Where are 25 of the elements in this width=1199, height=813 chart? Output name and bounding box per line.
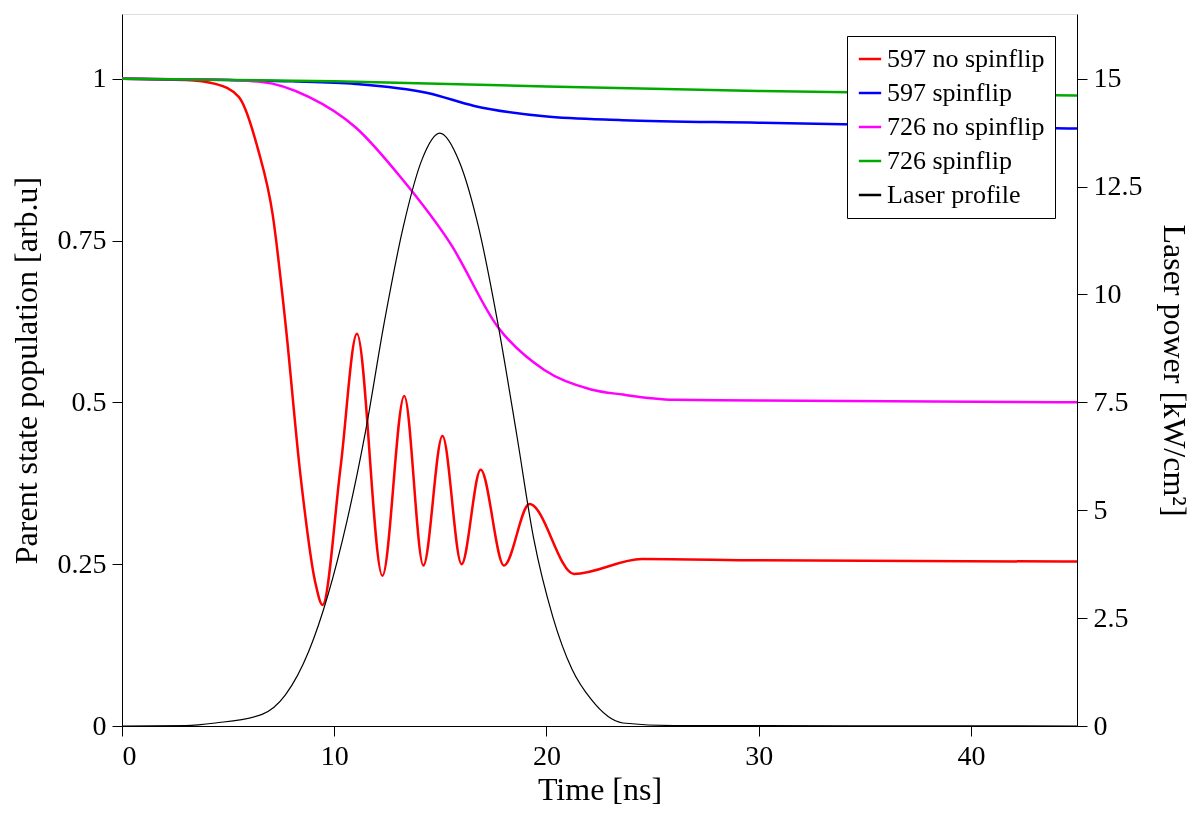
y2-tick-label: 10 bbox=[1093, 277, 1122, 309]
y-tick-label: 0 bbox=[92, 709, 107, 741]
legend-label: 597 no spinflip bbox=[887, 44, 1045, 73]
y-tick-label: 1 bbox=[92, 62, 107, 94]
y-axis-title: Parent state population [arb.u] bbox=[7, 176, 44, 565]
x-tick-label: 10 bbox=[320, 739, 349, 771]
y-tick-label: 0.75 bbox=[57, 224, 107, 256]
x-tick-label: 0 bbox=[122, 739, 137, 771]
y2-tick-label: 5 bbox=[1093, 493, 1108, 525]
y2-axis-title: Laser power [kW/cm²] bbox=[1156, 224, 1193, 517]
y2-tick-label: 2.5 bbox=[1093, 601, 1129, 633]
x-tick-label: 30 bbox=[745, 739, 774, 771]
x-tick-label: 40 bbox=[957, 739, 986, 771]
legend-label: Laser profile bbox=[887, 180, 1021, 209]
y2-tick-label: 0 bbox=[1093, 709, 1108, 741]
x-tick-label: 20 bbox=[532, 739, 561, 771]
legend-label: 726 no spinflip bbox=[887, 112, 1045, 141]
legend-label: 597 spinflip bbox=[887, 78, 1012, 107]
y2-tick-label: 15 bbox=[1093, 62, 1122, 94]
y-tick-label: 0.25 bbox=[57, 547, 107, 579]
y-tick-label: 0.5 bbox=[71, 385, 107, 417]
y2-tick-label: 7.5 bbox=[1093, 385, 1129, 417]
x-axis-title: Time [ns] bbox=[537, 770, 663, 807]
y2-tick-label: 12.5 bbox=[1093, 170, 1143, 202]
legend-label: 726 spinflip bbox=[887, 146, 1012, 175]
